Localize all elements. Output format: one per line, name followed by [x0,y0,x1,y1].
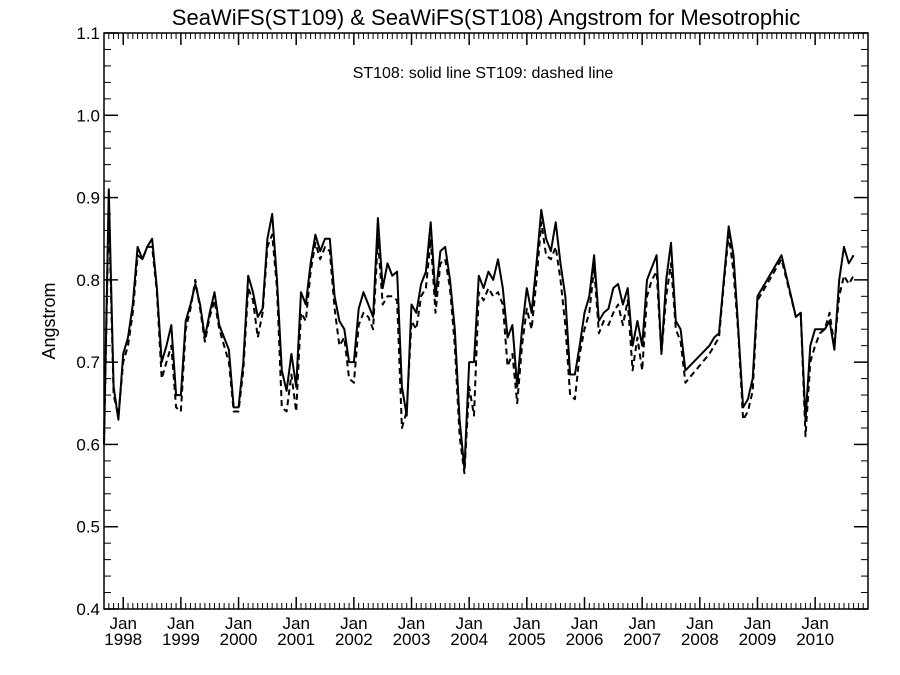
x-tick-month: Jan [398,614,425,633]
x-tick-year: 2005 [508,630,546,649]
legend-annotation: ST108: solid line ST109: dashed line [353,65,614,82]
x-tick-year: 2000 [220,630,258,649]
x-tick-year: 2010 [796,630,834,649]
plot-frame [103,32,869,610]
y-tick-label: 1.0 [76,106,100,125]
y-tick-label: 0.6 [76,435,100,454]
x-tick-month: Jan [110,614,137,633]
x-tick-year: 2006 [566,630,604,649]
y-tick-label: 0.9 [76,189,100,208]
chart-title: SeaWiFS(ST109) & SeaWiFS(ST108) Angstrom… [172,5,800,30]
y-tick-label: 0.7 [76,353,100,372]
series-layer [103,188,855,475]
x-tick-month: Jan [282,614,309,633]
x-tick-month: Jan [628,614,655,633]
x-tick-year: 2008 [681,630,719,649]
x-tick-month: Jan [686,614,713,633]
x-tick-month: Jan [340,614,367,633]
y-tick-label: 0.8 [76,271,100,290]
y-tick-label: 0.4 [76,600,100,619]
x-tick-month: Jan [744,614,771,633]
x-tick-year: 1999 [162,630,200,649]
x-tick-month: Jan [513,614,540,633]
x-tick-month: Jan [167,614,194,633]
x-tick-year: 2003 [393,630,431,649]
x-tick-year: 2004 [450,630,488,649]
series-line-st109 [103,204,855,475]
x-tick-year: 2007 [623,630,661,649]
series-line-st108 [103,188,855,471]
x-tick-month: Jan [571,614,598,633]
x-tick-month: Jan [225,614,252,633]
x-tick-year: 2002 [335,630,373,649]
y-tick-label: 0.5 [76,518,100,537]
axis-ticks: 0.40.50.60.70.80.91.01.1Jan1998Jan1999Ja… [76,24,869,649]
x-tick-year: 1998 [104,630,142,649]
x-tick-month: Jan [455,614,482,633]
y-tick-label: 1.1 [76,24,100,43]
y-axis-label: Angstrom [39,282,59,359]
x-tick-year: 2009 [739,630,777,649]
x-tick-month: Jan [801,614,828,633]
x-tick-year: 2001 [277,630,315,649]
